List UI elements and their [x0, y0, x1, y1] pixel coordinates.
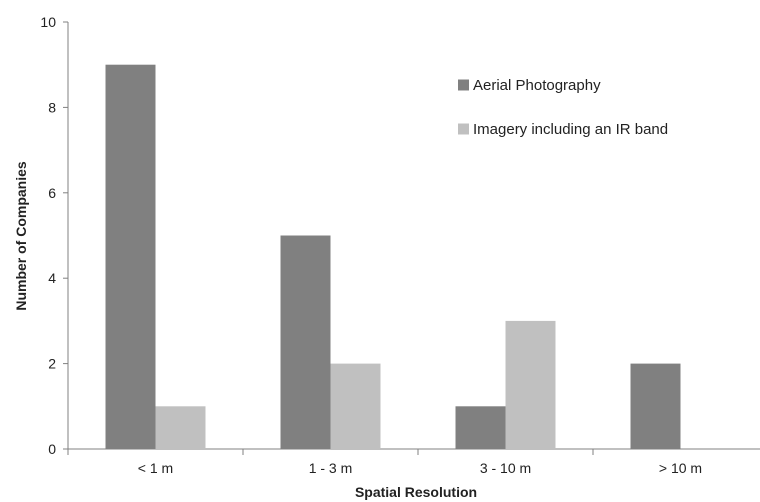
y-tick-label: 2 [48, 356, 56, 372]
x-axis-title: Spatial Resolution [355, 484, 477, 500]
bar-series-2-2 [330, 363, 381, 449]
legend: Aerial Photography Imagery including an I… [458, 77, 668, 138]
bar-series-1-3 [455, 406, 506, 449]
bar-series-1-4 [630, 363, 681, 449]
y-axis-title: Number of Companies [13, 161, 29, 311]
bar-series-2-1 [155, 406, 206, 449]
x-tick-label: < 1 m [138, 460, 173, 476]
y-axis: 0 2 4 6 8 10 [40, 14, 69, 457]
x-tick-label: 3 - 10 m [480, 460, 531, 476]
x-axis: < 1 m 1 - 3 m 3 - 10 m > 10 m [67, 448, 760, 476]
x-tick-label: > 10 m [659, 460, 702, 476]
y-tick-label: 10 [40, 14, 56, 30]
bars [105, 64, 681, 449]
y-tick-label: 4 [48, 270, 56, 286]
bar-series-1-2 [280, 235, 331, 449]
legend-label: Imagery including an IR band [473, 121, 668, 138]
y-tick-label: 0 [48, 441, 56, 457]
bar-series-2-3 [505, 320, 556, 449]
legend-swatch [458, 79, 469, 91]
bar-series-1-1 [105, 64, 156, 449]
legend-swatch [458, 123, 469, 135]
y-tick-label: 6 [48, 185, 56, 201]
legend-label: Aerial Photography [473, 77, 601, 94]
x-tick-label: 1 - 3 m [309, 460, 353, 476]
y-tick-label: 8 [48, 99, 56, 115]
